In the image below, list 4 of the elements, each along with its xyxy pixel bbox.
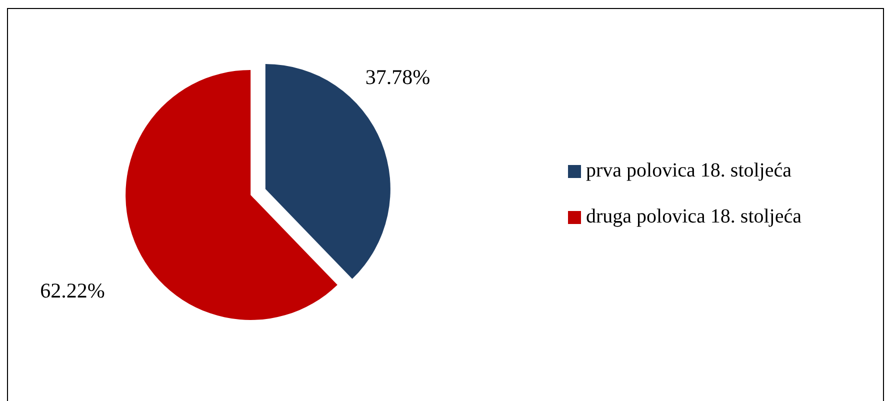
legend-label: prva polovica 18. stoljeća [586, 160, 792, 182]
data-label: 62.22% [40, 278, 105, 302]
data-label: 37.78% [365, 65, 430, 89]
legend-label: druga polovica 18. stoljeća [586, 206, 802, 228]
